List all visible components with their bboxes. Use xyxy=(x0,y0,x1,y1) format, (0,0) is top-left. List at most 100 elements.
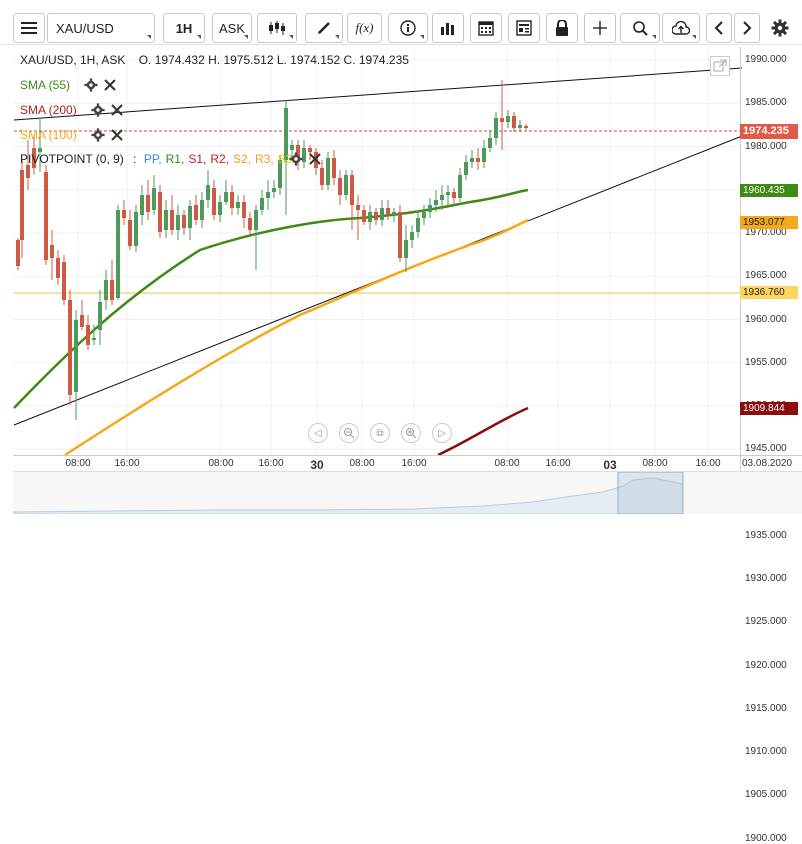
legend-symbol: XAU/USD, 1H, ASK xyxy=(20,53,126,67)
drawing-tools-button[interactable] xyxy=(305,13,343,43)
info-icon xyxy=(400,20,416,36)
time-tick-label: 16:00 xyxy=(114,458,140,469)
candle-body xyxy=(278,160,282,188)
dropdown-caret-icon xyxy=(692,35,696,39)
expand-button[interactable] xyxy=(710,56,730,76)
price-chart[interactable] xyxy=(0,0,802,524)
pivot-item: S2, xyxy=(233,152,252,166)
legend-pivot[interactable]: PIVOTPOINT (0, 9) : PP, R1, S1, R2, S2, R3, S3 xyxy=(20,152,292,166)
settings-button[interactable] xyxy=(766,13,794,43)
candle-body xyxy=(206,185,210,200)
sma100-close-icon[interactable] xyxy=(111,129,123,141)
scroll-left-button[interactable] xyxy=(706,13,732,43)
candle-body xyxy=(338,178,342,195)
candle-body xyxy=(434,200,438,205)
candle-body xyxy=(332,158,336,178)
candle-body xyxy=(146,195,150,212)
candle-body xyxy=(452,192,456,198)
time-tick-label: 30 xyxy=(310,458,324,472)
candle-body xyxy=(62,262,66,300)
zoom-out-button[interactable] xyxy=(339,423,359,443)
candle-body xyxy=(80,315,84,327)
time-tick-label: 08:00 xyxy=(349,458,375,469)
pivot-settings-icon[interactable] xyxy=(289,152,303,166)
pivot-item: R2, xyxy=(210,152,230,166)
time-tick-label: 16:00 xyxy=(258,458,284,469)
legend-sma100[interactable]: SMA (100) xyxy=(20,128,77,142)
sma200-close-icon[interactable] xyxy=(111,104,123,116)
candle-body xyxy=(374,212,378,220)
candle-body xyxy=(98,302,102,330)
candle-body xyxy=(458,175,462,198)
candle-body xyxy=(380,208,384,220)
time-tick-label: 16:00 xyxy=(401,458,427,469)
lock-button[interactable] xyxy=(546,13,578,43)
price-tick-label: 1955.000 xyxy=(745,356,787,368)
pivot-close-icon[interactable] xyxy=(309,153,321,165)
scroll-right-button[interactable] xyxy=(734,13,760,43)
price-side-selector[interactable]: ASK xyxy=(212,13,252,43)
fit-button[interactable]: ⧉ xyxy=(370,423,390,443)
candle-body xyxy=(362,210,366,222)
candle-body xyxy=(272,188,276,192)
time-tick-label: 16:00 xyxy=(695,458,721,469)
candles-icon xyxy=(269,21,285,35)
calendar-button[interactable] xyxy=(470,13,502,43)
crosshair-button[interactable] xyxy=(584,13,616,43)
candle-body xyxy=(16,240,20,266)
candle-body xyxy=(50,245,54,258)
candle-body xyxy=(500,118,504,122)
candle-body xyxy=(260,198,264,210)
sma55-close-icon[interactable] xyxy=(104,79,116,91)
legend-sma55[interactable]: SMA (55) xyxy=(20,78,70,92)
sma55-settings-icon[interactable] xyxy=(84,78,98,92)
symbol-selector[interactable]: XAU/USD xyxy=(47,13,155,43)
candle-body xyxy=(152,188,156,210)
last-price-tag: 1974.235 xyxy=(740,124,798,139)
zoom-button[interactable] xyxy=(620,13,660,43)
zoom-out-icon xyxy=(344,428,355,439)
candle-body xyxy=(92,338,96,340)
sma100-settings-icon[interactable] xyxy=(91,128,105,142)
candle-body xyxy=(248,218,252,230)
stats-button[interactable] xyxy=(432,13,464,43)
navigator[interactable] xyxy=(12,471,802,515)
candle-body xyxy=(422,212,426,218)
indicators-button[interactable]: f(x) xyxy=(347,13,382,43)
zoom-in-button[interactable] xyxy=(401,423,421,443)
candle-body xyxy=(194,205,198,220)
pen-icon xyxy=(318,22,330,34)
candle-body xyxy=(176,215,180,230)
scroll-back-button[interactable]: ◁ xyxy=(308,423,328,443)
candle-body xyxy=(344,175,348,195)
candle-body xyxy=(200,200,204,220)
sma200-price-tag: 1909.844 xyxy=(740,402,798,415)
candle-body xyxy=(392,212,396,215)
candle-body xyxy=(74,320,78,392)
price-side-label: ASK xyxy=(218,20,245,36)
timeframe-selector[interactable]: 1H xyxy=(163,13,205,43)
legend-header: XAU/USD, 1H, ASK O. 1974.432 H. 1975.512… xyxy=(20,53,409,67)
chart-type-button[interactable] xyxy=(257,13,297,43)
candle-body xyxy=(398,212,402,258)
candle-body xyxy=(476,158,480,162)
candle-body xyxy=(284,108,288,160)
zoom-in-icon xyxy=(406,428,417,439)
candle-body xyxy=(404,240,408,258)
price-tick-label: 1935.000 xyxy=(745,529,787,541)
info-button[interactable] xyxy=(388,13,428,43)
sma200-line xyxy=(437,406,529,457)
candle-body xyxy=(116,210,120,298)
news-button[interactable] xyxy=(508,13,540,43)
upload-button[interactable] xyxy=(662,13,700,43)
scroll-forward-button[interactable]: ▷ xyxy=(432,423,452,443)
price-tick-label: 1985.000 xyxy=(745,97,787,109)
zoom-icon xyxy=(633,21,648,36)
price-tick-label: 1915.000 xyxy=(745,702,787,714)
sma200-settings-icon[interactable] xyxy=(91,103,105,117)
candle-body xyxy=(86,325,90,345)
menu-button[interactable] xyxy=(13,13,45,43)
legend-sma200[interactable]: SMA (200) xyxy=(20,103,77,117)
price-tick-label: 1945.000 xyxy=(745,443,787,455)
trendline-upper xyxy=(13,67,743,121)
